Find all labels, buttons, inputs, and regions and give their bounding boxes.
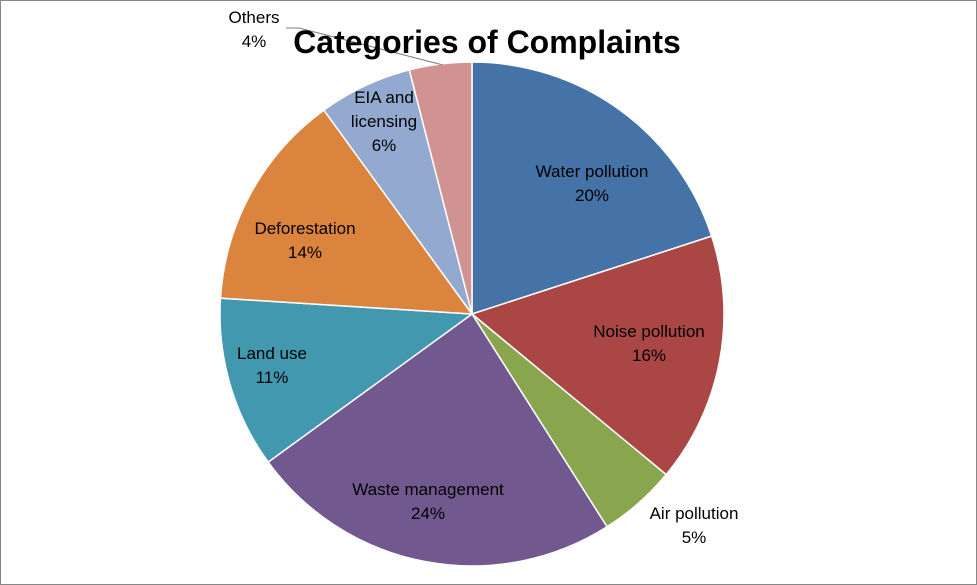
data-label-name: Waste management bbox=[352, 480, 504, 499]
data-label-name: Land use bbox=[237, 344, 307, 363]
data-label-others: Others 4% bbox=[228, 8, 279, 51]
data-label-value: 24% bbox=[411, 504, 445, 523]
data-label-name: Water pollution bbox=[536, 162, 649, 181]
data-label-value: 4% bbox=[242, 32, 267, 51]
pie-slice-noise-pollution bbox=[470, 235, 725, 476]
data-label-noise-pollution: Noise pollution 16% bbox=[593, 322, 705, 365]
data-label-air-pollution: Air pollution 5% bbox=[650, 504, 739, 547]
data-label-value: 6% bbox=[372, 136, 397, 155]
data-label-value: 14% bbox=[288, 243, 322, 262]
data-label-waste-management: Waste management 24% bbox=[352, 480, 504, 523]
data-label-value: 11% bbox=[256, 368, 289, 387]
data-label-value: 5% bbox=[682, 528, 707, 547]
data-label-deforestation: Deforestation 14% bbox=[254, 219, 355, 262]
leader-lines bbox=[286, 27, 444, 66]
data-label-land-use: Land use 11% bbox=[237, 344, 307, 387]
data-label-eia-and-licensing: EIA and licensing 6% bbox=[351, 88, 417, 155]
data-label-name: Noise pollution bbox=[593, 322, 705, 341]
leader-line-others bbox=[286, 27, 444, 66]
data-label-name: Air pollution bbox=[650, 504, 739, 523]
chart-title: Categories of Complaints bbox=[293, 24, 681, 60]
pie-slice-water-pollution bbox=[471, 61, 713, 316]
data-label-name: Deforestation bbox=[254, 219, 355, 238]
data-label-value: 20% bbox=[575, 186, 609, 205]
pie-slices bbox=[219, 61, 725, 567]
pie-slice-deforestation bbox=[219, 109, 474, 315]
data-label-water-pollution: Water pollution 20% bbox=[536, 162, 649, 205]
data-label-name: Others bbox=[228, 8, 279, 27]
pie-slice-waste-management bbox=[267, 312, 609, 567]
pie-slice-land-use bbox=[219, 297, 475, 464]
data-label-name: licensing bbox=[351, 112, 417, 131]
data-label-name: EIA and bbox=[354, 88, 414, 107]
data-label-value: 16% bbox=[632, 346, 666, 365]
data-labels: Water pollution 20% Noise pollution 16% Air … bbox=[228, 8, 738, 547]
